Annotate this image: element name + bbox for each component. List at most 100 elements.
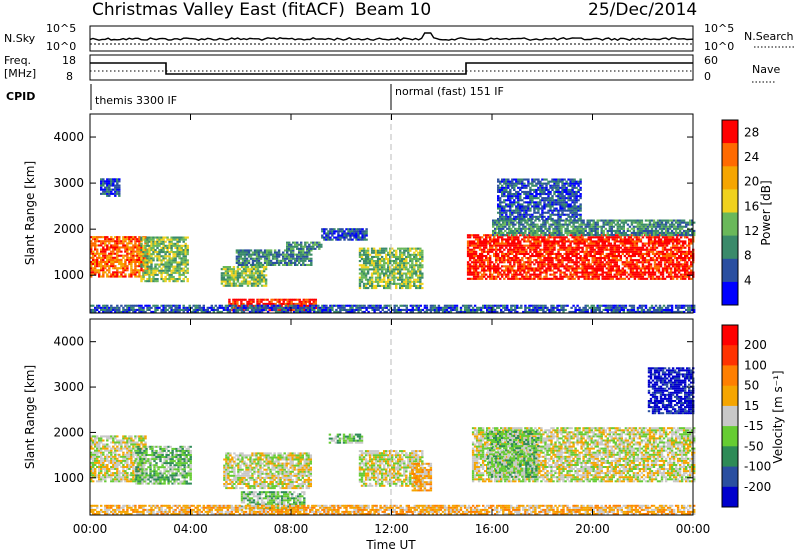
scatter-cell xyxy=(114,236,117,239)
scatter-cell xyxy=(140,275,143,278)
scatter-cell xyxy=(176,263,179,266)
scatter-cell xyxy=(611,244,615,247)
scatter-cell xyxy=(599,273,602,276)
scatter-cell xyxy=(553,240,556,243)
scatter-cell xyxy=(538,225,541,228)
scatter-cell xyxy=(561,263,564,266)
scatter-cell xyxy=(395,253,398,256)
scatter-cell xyxy=(374,260,378,263)
scatter-cell xyxy=(148,280,151,283)
scatter-cell xyxy=(417,260,420,263)
scatter-cell xyxy=(230,278,234,281)
scatter-cell xyxy=(226,268,230,271)
scatter-cell xyxy=(92,244,95,247)
scatter-cell xyxy=(627,277,631,280)
scatter-cell xyxy=(110,182,113,185)
scatter-cell xyxy=(631,259,635,262)
scatter-cell xyxy=(645,261,649,264)
scatter-cell xyxy=(393,262,396,265)
scatter-cell xyxy=(325,228,328,231)
scatter-cell xyxy=(383,266,386,269)
scatter-cell xyxy=(132,271,135,274)
scatter-cell xyxy=(551,265,554,268)
scatter-cell xyxy=(106,238,109,241)
scatter-cell xyxy=(409,270,412,273)
scatter-cell xyxy=(391,278,394,281)
scatter-cell xyxy=(154,269,157,272)
scatter-cell xyxy=(505,267,508,270)
scatter-cell xyxy=(296,257,299,260)
scatter-cell xyxy=(576,227,579,230)
scatter-cell xyxy=(306,253,309,256)
scatter-cell xyxy=(243,257,247,260)
scatter-cell xyxy=(397,258,400,261)
scatter-cell xyxy=(581,265,584,268)
scatter-cell xyxy=(509,248,512,251)
scatter-cell xyxy=(383,274,386,277)
scatter-cell xyxy=(170,278,173,281)
scatter-cell xyxy=(273,253,277,256)
scatter-cell xyxy=(537,205,540,208)
scatter-cell xyxy=(284,263,287,266)
scatter-cell xyxy=(685,234,688,237)
scatter-cell xyxy=(507,195,510,198)
scatter-cell xyxy=(370,284,374,287)
scatter-cell xyxy=(387,276,390,279)
scatter-cell xyxy=(249,255,253,258)
scatter-cell xyxy=(690,271,693,274)
scatter-cell xyxy=(661,257,665,260)
scatter-cell xyxy=(395,284,398,287)
scatter-cell xyxy=(262,268,266,271)
scatter-cell xyxy=(466,234,470,237)
scatter-cell xyxy=(633,275,637,278)
scatter-cell xyxy=(617,259,621,262)
scatter-cell xyxy=(166,246,169,249)
scatter-cell xyxy=(534,225,537,228)
scatter-cell xyxy=(168,242,171,245)
scatter-cell xyxy=(593,255,596,258)
scatter-cell xyxy=(591,275,594,278)
scatter-cell xyxy=(243,261,247,264)
scatter-cell xyxy=(665,244,669,247)
scatter-cell xyxy=(590,219,593,222)
scatter-cell xyxy=(480,269,484,272)
scatter-cell xyxy=(633,263,637,266)
scatter-cell xyxy=(532,223,535,226)
scatter-cell xyxy=(511,186,514,189)
scatter-cell xyxy=(323,230,326,233)
scatter-cell xyxy=(497,271,500,274)
scatter-cell xyxy=(134,240,137,243)
scatter-cell xyxy=(635,269,639,272)
scatter-cell xyxy=(686,250,689,253)
scatter-cell xyxy=(489,257,492,260)
scatter-cell xyxy=(511,250,514,253)
scatter-cell xyxy=(609,244,613,247)
scatter-cell xyxy=(150,249,153,252)
scatter-cell xyxy=(325,238,328,241)
scatter-cell xyxy=(566,225,569,228)
scatter-cell xyxy=(555,259,558,262)
scatter-cell xyxy=(565,257,568,260)
scatter-cell xyxy=(674,231,678,234)
scatter-cell xyxy=(269,259,273,262)
scatter-cell xyxy=(512,225,515,228)
scatter-cell xyxy=(385,255,388,258)
scatter-cell xyxy=(393,266,396,269)
scatter-cell xyxy=(544,223,547,226)
scatter-cell xyxy=(220,274,224,277)
scatter-cell xyxy=(160,246,163,249)
scatter-cell xyxy=(180,259,183,262)
scatter-cell xyxy=(540,229,543,232)
scatter-cell xyxy=(625,265,629,268)
scatter-cell xyxy=(314,241,317,244)
scatter-cell xyxy=(686,265,689,268)
scatter-cell xyxy=(174,242,177,245)
scatter-cell xyxy=(134,238,137,241)
scatter-cell xyxy=(150,269,153,272)
scatter-cell xyxy=(611,267,615,270)
scatter-cell xyxy=(593,263,596,266)
scatter-cell xyxy=(361,238,364,241)
scatter-cell xyxy=(597,263,600,266)
scatter-cell xyxy=(584,229,587,232)
scatter-cell xyxy=(397,266,400,269)
